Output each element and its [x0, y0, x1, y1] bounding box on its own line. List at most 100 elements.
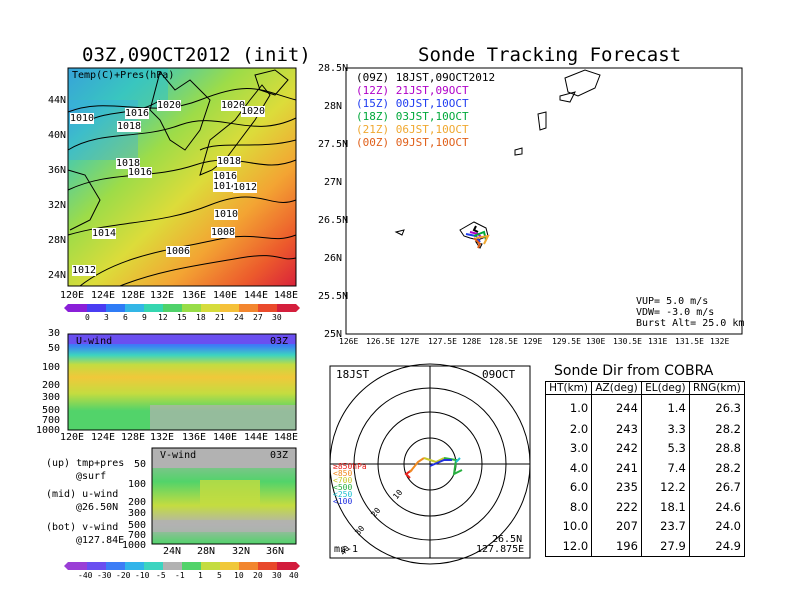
lon-label: 128.5E: [489, 337, 518, 346]
level-label: <850: [333, 469, 353, 478]
lat-label: 26N: [324, 253, 343, 264]
cobra-table: HT(km) AZ(deg) EL(deg) RNG(km) 1.0 244 1…: [544, 381, 746, 558]
note-mid-sub: @26.50N: [76, 502, 119, 513]
pressure-label: 300: [128, 508, 147, 519]
pressure-label: 700: [42, 415, 61, 426]
cell-az: 241: [591, 458, 642, 478]
note-mid: (mid) u-wind: [46, 489, 119, 500]
lat-label: 27.5N: [318, 139, 349, 150]
cell-ht: 1.0: [544, 394, 593, 419]
wind-colorbar: [64, 562, 300, 570]
pressure-label: 50: [48, 343, 61, 354]
lon-label: 127E: [400, 337, 420, 346]
cell-rng: 24.0: [688, 516, 746, 537]
cell-ht: 12.0: [544, 536, 593, 558]
cell-az: 207: [591, 516, 642, 537]
isobar-label: 1018: [116, 158, 141, 169]
cell-az: 222: [591, 497, 642, 517]
pressure-label: 300: [42, 392, 61, 403]
wind-colorbar-label: -5: [156, 571, 166, 580]
wind-colorbar-label: -30: [97, 571, 112, 580]
isobar-label: 1018: [217, 156, 242, 167]
hodograph-trace: [404, 457, 463, 479]
lon-label: 127.5E: [428, 337, 457, 346]
uwind-label: U-wind: [76, 336, 113, 347]
lon-label: 124E: [91, 290, 116, 301]
param-vdw: VDW= -3.0 m/s: [636, 307, 715, 318]
temperature-colorbar: [64, 304, 300, 312]
lon-label: 130E: [586, 337, 606, 346]
pressure-label: 100: [128, 479, 147, 490]
colorbar-label: 9: [142, 313, 147, 322]
note-up: (up) tmp+pres: [46, 458, 125, 469]
lon-label: 132E: [150, 290, 175, 301]
colorbar-label: 21: [215, 313, 225, 322]
pressure-label: 700: [128, 530, 147, 541]
lon-label: 136E: [182, 290, 207, 301]
lat-label: 40N: [48, 130, 67, 141]
lon-label: 132E: [150, 432, 175, 443]
cell-az: 235: [591, 477, 642, 498]
col-header-ht: HT(km): [544, 381, 593, 395]
table-row: 1.0 244 1.4 26.3: [544, 394, 746, 419]
table-row: 8.0 222 18.1 24.6: [544, 497, 746, 517]
lat-label: 28N: [48, 235, 67, 246]
legend-12z: (12Z) 21JST,09OCT: [356, 84, 469, 97]
lon-label: 128E: [121, 432, 146, 443]
cell-rng: 26.7: [688, 477, 746, 498]
cell-el: 23.7: [640, 516, 690, 537]
colorbar-label: 15: [177, 313, 187, 322]
isobar-label: 1018: [117, 121, 142, 132]
lat-label: 27N: [324, 177, 343, 188]
wind-colorbar-label: 10: [234, 571, 244, 580]
legend-09z: (09Z) 18JST,09OCT2012: [356, 71, 496, 84]
wind-colorbar-label: -10: [135, 571, 150, 580]
lon-label: 148E: [274, 290, 299, 301]
colorbar-label: 6: [123, 313, 128, 322]
col-header-rng: RNG(km): [688, 381, 746, 395]
table-row: 12.0 196 27.9 24.9: [544, 536, 746, 558]
cell-ht: 6.0: [544, 477, 593, 498]
cell-ht: 4.0: [544, 458, 593, 478]
isobars: [67, 88, 297, 287]
cell-az: 242: [591, 438, 642, 459]
lon-label: 131.5E: [675, 337, 704, 346]
lon-label: 128E: [462, 337, 482, 346]
table-row: 3.0 242 5.3 28.8: [544, 438, 746, 459]
cobra-title: Sonde Dir from COBRA: [554, 363, 714, 379]
wind-colorbar-label: -1: [175, 571, 185, 580]
isobar-label: 1016: [128, 167, 153, 178]
pressure-label: 200: [42, 380, 61, 391]
level-label: <250: [333, 490, 353, 499]
isobar-label: 1020: [221, 100, 246, 111]
wind-colorbar-label: 5: [217, 571, 222, 580]
cell-ht: 2.0: [544, 418, 593, 439]
hodo-time: 18JST: [336, 368, 370, 381]
note-up-sub: @surf: [76, 471, 107, 482]
lat-label: 24N: [48, 270, 67, 281]
note-bot-sub: @127.84E: [76, 535, 125, 546]
lon-label: 120E: [60, 290, 85, 301]
hodo-lon: 127.875E: [476, 544, 525, 555]
isobar-label: 1016: [125, 108, 150, 119]
cell-ht: 8.0: [544, 497, 593, 517]
lon-label: 132E: [710, 337, 730, 346]
legend-00z: (00Z) 09JST,10OCT: [356, 136, 469, 149]
isobar-label: 1010: [70, 113, 95, 124]
uwind-time: 03Z: [270, 336, 289, 347]
isobar-label: 1020: [241, 106, 266, 117]
cell-el: 3.3: [640, 418, 690, 439]
cell-rng: 28.2: [688, 458, 746, 478]
cell-ht: 10.0: [544, 516, 593, 537]
lon-label: 144E: [244, 290, 269, 301]
pressure-label: 1000: [36, 425, 61, 436]
vwind-time: 03Z: [270, 450, 289, 461]
col-header-el: EL(deg): [640, 381, 690, 395]
pressure-label: 30: [48, 328, 61, 339]
lat-label: 32N: [232, 546, 251, 557]
isobar-label: 1014: [92, 228, 117, 239]
lat-label: 25N: [324, 329, 343, 340]
cell-az: 196: [591, 536, 642, 558]
level-label: <700: [333, 476, 353, 485]
